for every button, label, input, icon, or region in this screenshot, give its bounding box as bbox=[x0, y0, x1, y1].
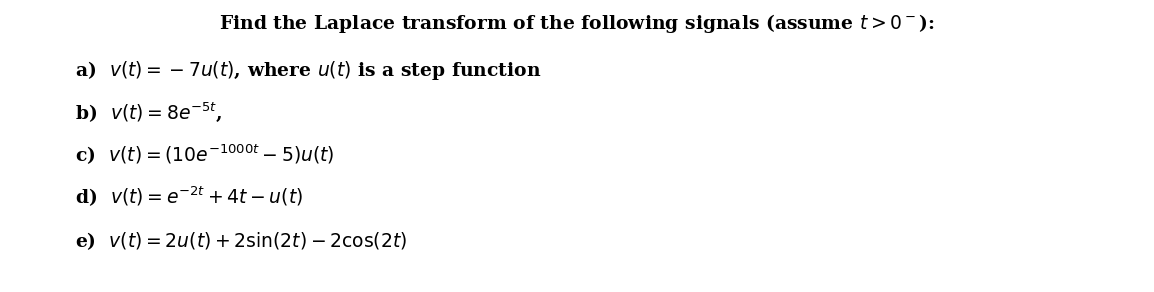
Text: d)  $v(t) = e^{-2t} + 4t - u(t)$: d) $v(t) = e^{-2t} + 4t - u(t)$ bbox=[75, 185, 304, 209]
Text: c)  $v(t) = (10e^{-1000t} - 5)u(t)$: c) $v(t) = (10e^{-1000t} - 5)u(t)$ bbox=[75, 142, 335, 167]
Text: Find the Laplace transform of the following signals (assume $t > 0^-$):: Find the Laplace transform of the follow… bbox=[219, 12, 935, 35]
Text: b)  $v(t) = 8e^{-5t}$,: b) $v(t) = 8e^{-5t}$, bbox=[75, 101, 223, 124]
Text: e)  $v(t) = 2u(t) + 2\sin(2t) - 2\cos(2t)$: e) $v(t) = 2u(t) + 2\sin(2t) - 2\cos(2t)… bbox=[75, 230, 407, 252]
Text: a)  $v(t) = -7u(t)$, where $u(t)$ is a step function: a) $v(t) = -7u(t)$, where $u(t)$ is a st… bbox=[75, 59, 541, 81]
